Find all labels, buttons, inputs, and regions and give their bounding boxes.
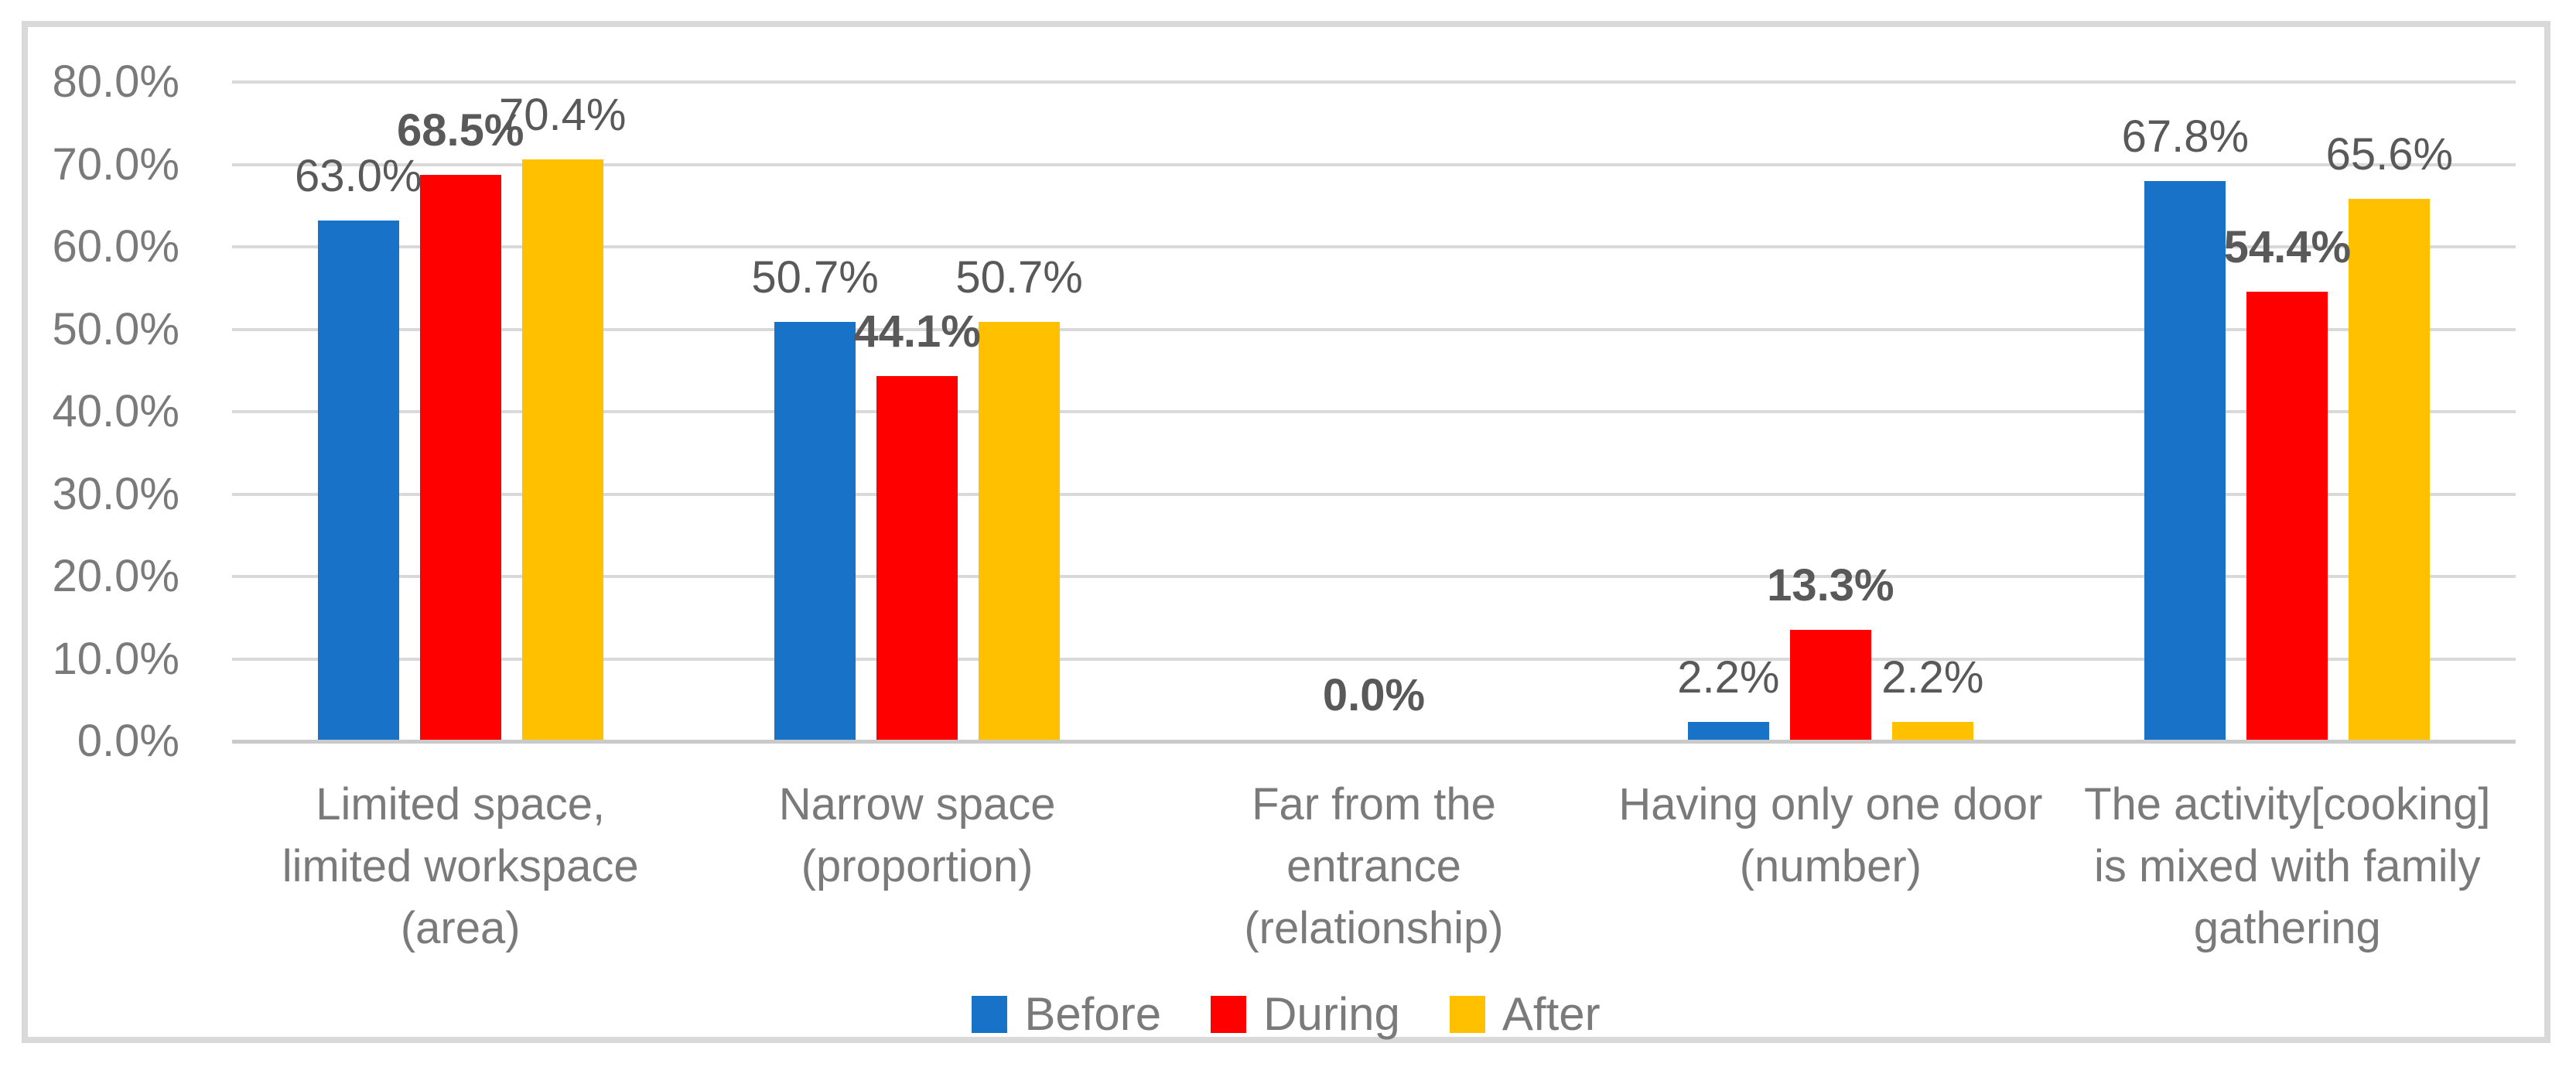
category-label-line: (relationship) (1244, 903, 1504, 953)
bar-before (317, 221, 399, 740)
data-label-before: 63.0% (294, 151, 422, 202)
category-label-line: limited workspace (282, 841, 639, 891)
data-label-during: 44.1% (853, 306, 981, 357)
category-label: Far from the entrance (relationship) (1244, 774, 1503, 959)
data-label-before: 50.7% (751, 252, 879, 303)
bar-before (1687, 722, 1769, 740)
data-label-during: 13.3% (1767, 560, 1894, 611)
gridline (232, 162, 2516, 166)
legend-item-before: Before (972, 990, 1161, 1039)
y-axis-tick-label: 10.0% (52, 633, 179, 684)
bar-before (2144, 181, 2226, 740)
gridline (232, 575, 2516, 578)
y-axis-tick-label: 50.0% (52, 303, 179, 354)
category-label-line: (proportion) (801, 841, 1033, 891)
category-label-line: Narrow space (778, 779, 1056, 829)
category-label-line: Limited space, (316, 779, 606, 829)
legend-label: During (1263, 988, 1400, 1040)
x-axis-line (232, 740, 2516, 744)
legend-item-during: During (1211, 990, 1400, 1039)
legend-swatch-before (972, 996, 1008, 1033)
category-label: Narrow space (proportion) (779, 774, 1056, 898)
data-label-before: 67.8% (2121, 111, 2250, 162)
legend-label: After (1502, 988, 1601, 1040)
y-axis-tick-label: 70.0% (52, 139, 179, 190)
data-label-after: 50.7% (955, 252, 1083, 303)
gridline (232, 657, 2516, 661)
y-axis-tick-label: 30.0% (52, 468, 179, 519)
gridline (232, 327, 2516, 331)
data-label-after: 70.4% (498, 90, 627, 141)
data-label-during: 68.5% (396, 105, 524, 156)
gridline (232, 410, 2516, 413)
bar-after (521, 159, 603, 740)
category-label-line: entrance (1286, 841, 1461, 891)
category-label-line: Having only one door (1618, 779, 2043, 829)
y-axis-tick-label: 40.0% (52, 386, 179, 436)
gridline (232, 245, 2516, 248)
bar-after (1891, 722, 1973, 740)
category-label-line: (area) (400, 903, 521, 953)
data-label-after: 65.6% (2325, 129, 2454, 180)
legend-item-after: After (1449, 988, 1601, 1040)
legend-swatch-after (1449, 996, 1485, 1033)
data-label-before: 2.2% (1677, 652, 1780, 703)
bar-after (979, 322, 1061, 740)
category-label: Limited space, limited workspace (area) (282, 774, 639, 959)
bar-during (876, 376, 958, 740)
data-label-during: 0.0% (1322, 670, 1426, 720)
gridline (232, 80, 2516, 84)
bar-during (1789, 630, 1871, 740)
category-label-line: Far from the (1252, 779, 1496, 829)
chart-legend: Before During After (28, 990, 2544, 1039)
y-axis-tick-label: 80.0% (52, 56, 179, 107)
bar-during (2246, 292, 2328, 740)
category-label-line: The activity[cooking] (2084, 779, 2491, 829)
data-label-during: 54.4% (2223, 221, 2352, 272)
legend-swatch-during (1211, 996, 1247, 1033)
category-label-line: gathering (2193, 903, 2381, 953)
gridline (232, 492, 2516, 496)
category-label-line: (number) (1739, 841, 1922, 891)
y-axis-tick-label: 20.0% (52, 551, 179, 601)
category-label: Having only one door (number) (1618, 774, 2042, 898)
bar-before (774, 322, 856, 740)
y-axis-tick-label: 60.0% (52, 221, 179, 272)
y-axis-tick-label: 0.0% (77, 716, 179, 766)
bar-after (2349, 199, 2431, 740)
data-label-after: 2.2% (1881, 652, 1984, 703)
category-label: The activity[cooking] is mixed with famil… (2084, 774, 2490, 959)
bar-during (419, 175, 501, 740)
category-label-line: is mixed with family (2094, 841, 2481, 891)
legend-label: Before (1024, 988, 1162, 1040)
